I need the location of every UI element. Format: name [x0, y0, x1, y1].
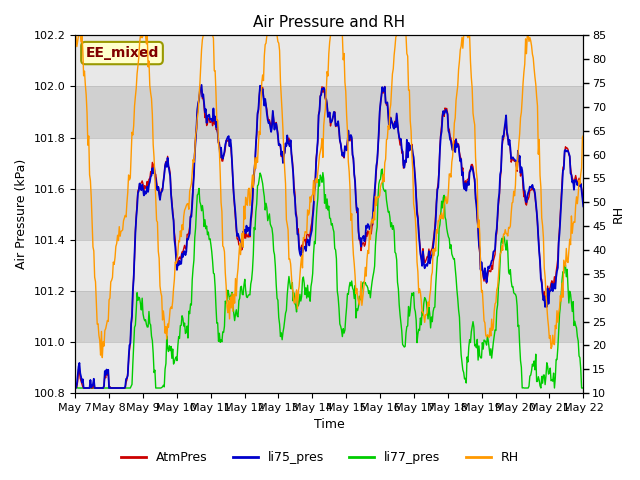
Bar: [75, 240, 583, 291]
li75_pres: [198, 82, 205, 88]
AtmPres: [202, 111, 210, 117]
Line: AtmPres: AtmPres: [75, 86, 583, 388]
li75_pres: [161, 163, 169, 169]
AtmPres: [579, 200, 587, 206]
li77_pres: [161, 366, 169, 372]
X-axis label: Time: Time: [314, 419, 344, 432]
AtmPres: [412, 178, 419, 184]
Line: li75_pres: li75_pres: [75, 85, 583, 388]
AtmPres: [301, 237, 309, 242]
RH: [99, 355, 106, 360]
RH: [303, 230, 310, 236]
li77_pres: [378, 166, 386, 172]
RH: [372, 203, 380, 208]
Bar: [75, 291, 583, 342]
AtmPres: [371, 196, 378, 202]
Bar: [75, 189, 583, 240]
Bar: [75, 342, 583, 393]
li77_pres: [371, 263, 378, 269]
AtmPres: [71, 385, 79, 391]
li75_pres: [372, 177, 380, 183]
RH: [163, 336, 171, 342]
Bar: [75, 36, 583, 86]
li77_pres: [202, 226, 210, 232]
li75_pres: [203, 120, 211, 126]
li77_pres: [301, 292, 309, 298]
Y-axis label: RH: RH: [612, 205, 625, 223]
li77_pres: [71, 385, 79, 391]
RH: [456, 58, 463, 64]
li77_pres: [412, 309, 419, 314]
RH: [72, 33, 80, 38]
li75_pres: [455, 144, 463, 149]
Title: Air Pressure and RH: Air Pressure and RH: [253, 15, 405, 30]
li75_pres: [412, 177, 419, 183]
AtmPres: [161, 162, 169, 168]
li77_pres: [455, 307, 463, 313]
li75_pres: [71, 385, 79, 391]
RH: [412, 231, 420, 237]
Bar: [75, 86, 583, 138]
Legend: AtmPres, li75_pres, li77_pres, RH: AtmPres, li75_pres, li77_pres, RH: [116, 446, 524, 469]
AtmPres: [381, 84, 388, 89]
Bar: [75, 138, 583, 189]
Text: EE_mixed: EE_mixed: [85, 46, 159, 60]
Line: li77_pres: li77_pres: [75, 169, 583, 388]
Y-axis label: Air Pressure (kPa): Air Pressure (kPa): [15, 159, 28, 269]
li75_pres: [302, 248, 310, 254]
RH: [204, 33, 211, 38]
RH: [579, 133, 587, 139]
li77_pres: [579, 385, 587, 391]
AtmPres: [455, 141, 463, 147]
li75_pres: [579, 204, 587, 209]
Line: RH: RH: [75, 36, 583, 358]
RH: [71, 40, 79, 46]
